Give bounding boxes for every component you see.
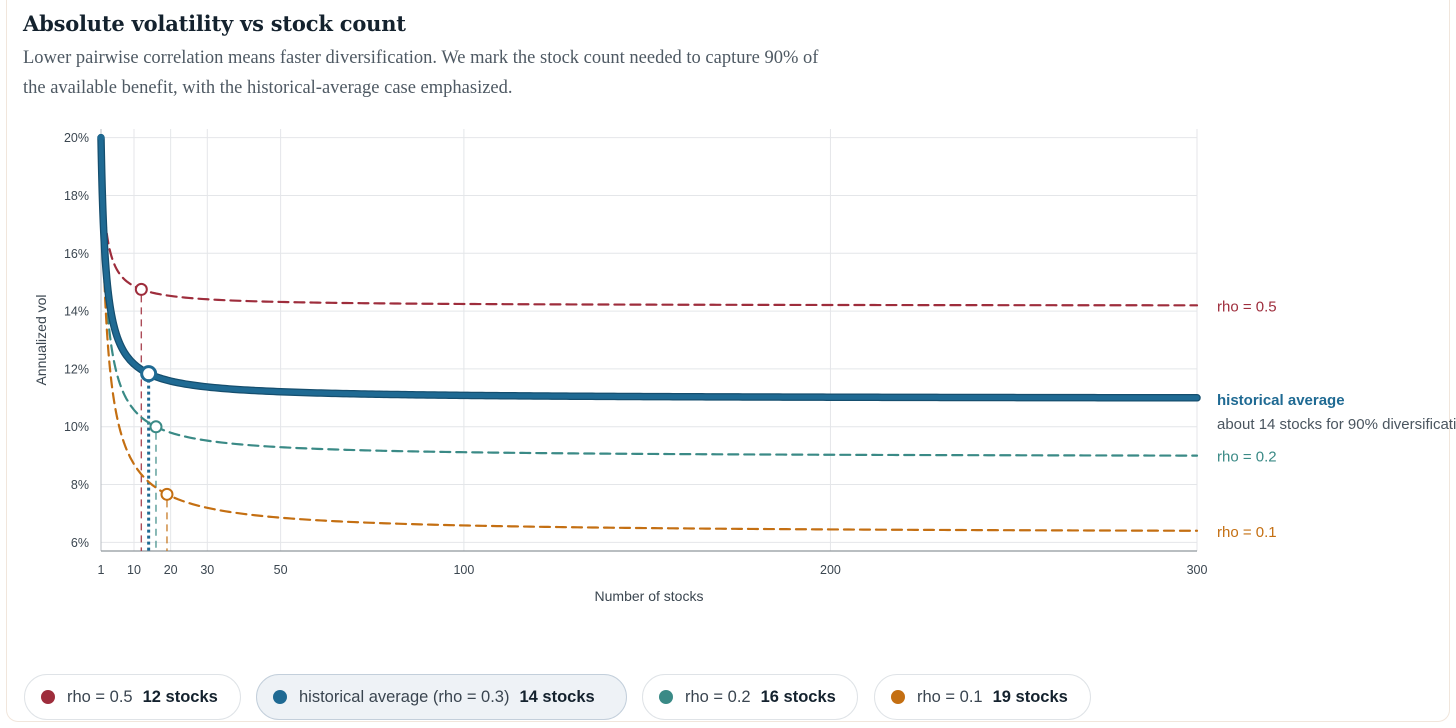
legend-label: rho = 0.1 [917, 687, 983, 706]
line-chart: 6% 8% 10% 12% 14% 16% 18% 20% 1 10 20 30 50 100 200 300… [33, 129, 1456, 604]
series-line [99, 136, 1199, 457]
series-line [99, 136, 1199, 532]
y-tick-label: 18% [64, 189, 89, 203]
y-tick-label: 6% [71, 536, 89, 550]
series-end-label: historical average [1217, 392, 1345, 409]
y-axis-title: Annualized vol [33, 294, 49, 385]
legend-swatch [41, 690, 55, 704]
legend-item[interactable]: rho = 0.5 12 stocks [24, 674, 241, 720]
series-line [98, 135, 1200, 401]
annotation-label: about 14 stocks for 90% diversification [1217, 416, 1456, 433]
legend-swatch [273, 690, 287, 704]
start-point [97, 134, 105, 142]
series-line [99, 136, 1199, 307]
legend-swatch [659, 690, 673, 704]
legend-item[interactable]: rho = 0.2 16 stocks [642, 674, 858, 720]
series-end-label: rho = 0.2 [1217, 449, 1277, 466]
x-tick-label: 100 [453, 563, 474, 577]
x-tick-label: 300 [1187, 563, 1208, 577]
x-tick-label: 20 [164, 563, 178, 577]
legend-count: 12 stocks [142, 687, 218, 706]
chart-title: Absolute volatility vs stock count [23, 11, 406, 36]
x-tick-label: 30 [200, 563, 214, 577]
legend-count: 19 stocks [992, 687, 1068, 706]
y-tick-label: 10% [64, 420, 89, 434]
legend-label: historical average (rho = 0.3) [299, 687, 510, 706]
series-end-label: rho = 0.1 [1217, 524, 1277, 541]
x-axis-title: Number of stocks [595, 588, 704, 604]
legend-swatch [891, 690, 905, 704]
series-line-outline [97, 133, 1201, 402]
x-tick-label: 50 [274, 563, 288, 577]
marker-point [149, 420, 163, 434]
chart-card [6, 0, 1450, 722]
x-tick-label: 200 [820, 563, 841, 577]
y-tick-label: 12% [64, 362, 89, 376]
legend-item[interactable]: historical average (rho = 0.3) 14 stocks [256, 674, 627, 720]
legend-count: 14 stocks [519, 687, 595, 706]
y-tick-label: 16% [64, 247, 89, 261]
legend-count: 16 stocks [760, 687, 836, 706]
series-end-label: rho = 0.5 [1217, 298, 1277, 315]
y-tick-label: 8% [71, 478, 89, 492]
legend-label: rho = 0.5 [67, 687, 133, 706]
y-tick-label: 14% [64, 305, 89, 319]
x-tick-label: 1 [98, 563, 105, 577]
x-tick-label: 10 [127, 563, 141, 577]
y-tick-label: 20% [64, 131, 89, 145]
legend-item[interactable]: rho = 0.1 19 stocks [874, 674, 1091, 720]
marker-point [140, 365, 158, 383]
chart-subtitle: Lower pairwise correlation means faster … [23, 48, 819, 98]
marker-point [134, 282, 148, 296]
legend-label: rho = 0.2 [685, 687, 751, 706]
marker-point [160, 487, 174, 501]
